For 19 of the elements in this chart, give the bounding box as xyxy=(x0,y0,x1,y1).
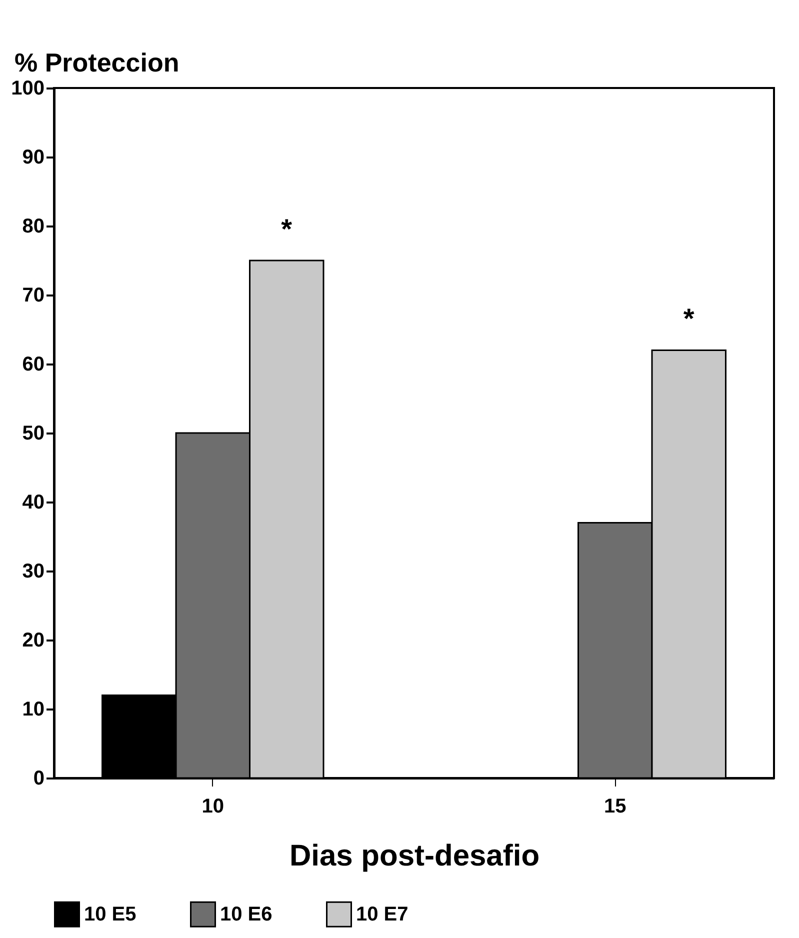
legend-label: 10 E5 xyxy=(84,903,136,926)
x-tick-label: 15 xyxy=(604,796,626,818)
y-tick-label: 40 xyxy=(22,492,44,514)
legend-label: 10 E6 xyxy=(220,903,272,926)
legend-label: 10 E7 xyxy=(356,903,408,926)
y-tick-label: 10 xyxy=(22,698,44,720)
y-axis-title: % Proteccion xyxy=(14,48,180,78)
x-axis-title: Dias post-desafio xyxy=(289,840,540,872)
y-tick-label: 20 xyxy=(22,630,44,652)
y-tick-label: 60 xyxy=(22,354,44,376)
y-tick-label: 70 xyxy=(22,284,44,306)
y-tick-label: 80 xyxy=(22,216,44,238)
annotation: * xyxy=(683,303,694,334)
y-tick-label: 90 xyxy=(22,146,44,168)
y-tick-label: 50 xyxy=(22,422,44,444)
annotation: * xyxy=(281,214,292,244)
y-tick-label: 30 xyxy=(22,560,44,582)
y-tick-label: 0 xyxy=(33,768,44,790)
y-tick-label: 100 xyxy=(11,78,44,100)
